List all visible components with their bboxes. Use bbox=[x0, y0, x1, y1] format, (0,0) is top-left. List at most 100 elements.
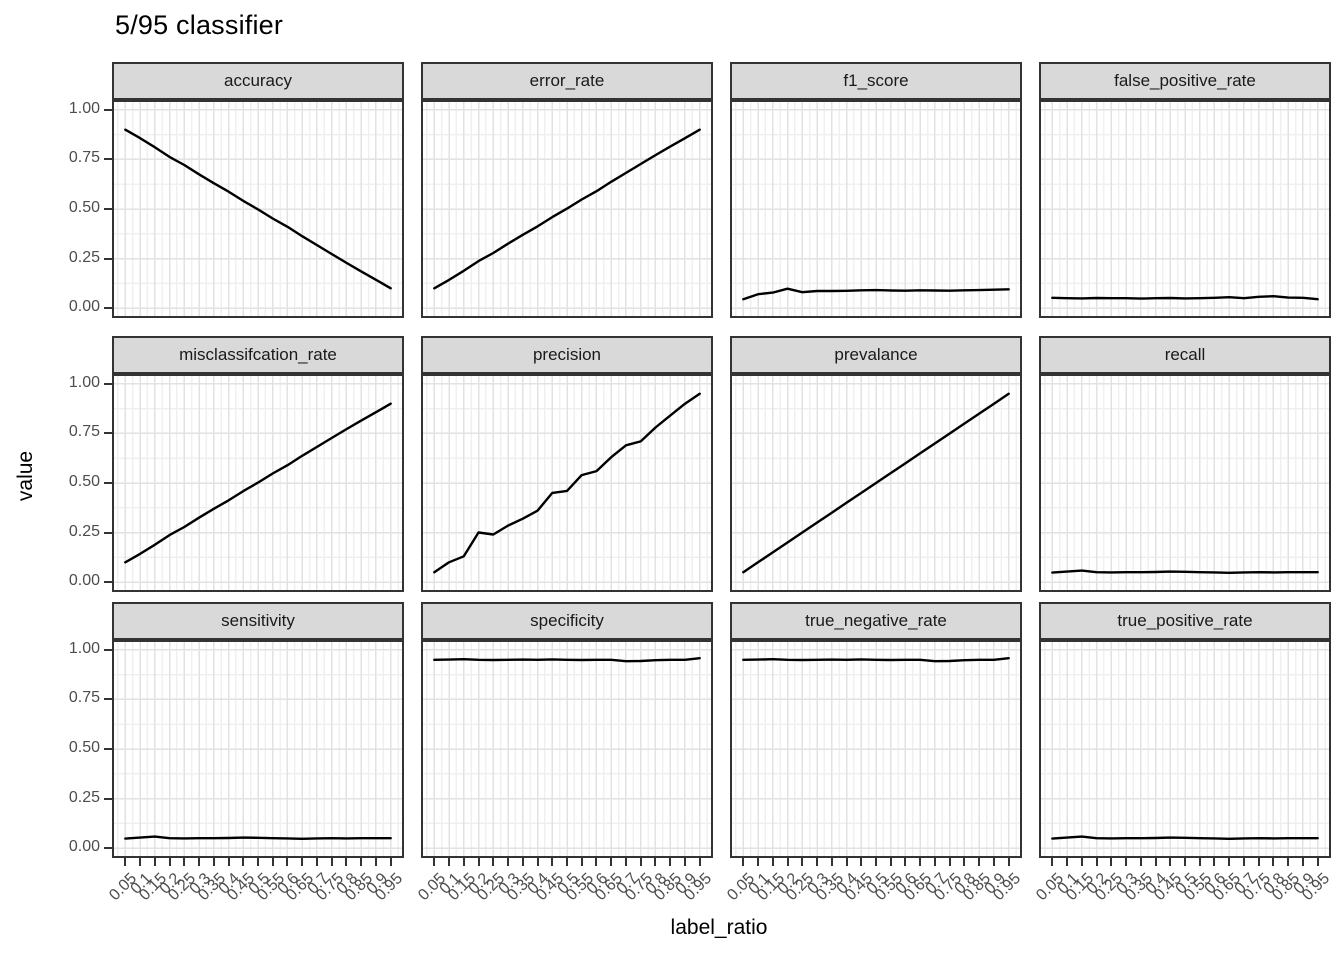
x-tick-mark bbox=[183, 858, 186, 866]
metric-line bbox=[124, 128, 392, 290]
metric-line bbox=[742, 657, 1010, 663]
facet-strip-label: recall bbox=[1164, 345, 1206, 364]
x-tick-mark bbox=[1080, 858, 1083, 866]
y-tick-mark bbox=[104, 748, 112, 750]
x-tick-mark bbox=[330, 858, 333, 866]
y-tick-mark bbox=[104, 432, 112, 435]
x-tick-mark bbox=[374, 858, 377, 866]
x-tick-mark bbox=[198, 858, 200, 866]
chart-title: 5/95 classifier bbox=[115, 10, 284, 40]
x-tick-mark bbox=[889, 858, 892, 866]
y-tick-label: 0.00 bbox=[68, 298, 100, 316]
x-tick-mark bbox=[389, 858, 392, 866]
y-tick-label: 1.00 bbox=[68, 373, 100, 391]
x-tick-mark bbox=[168, 858, 171, 866]
x-tick-mark bbox=[1169, 858, 1172, 866]
facet-panel-plot bbox=[421, 374, 713, 592]
y-tick-mark bbox=[104, 797, 112, 800]
y-tick-label: 0.50 bbox=[68, 739, 100, 756]
facet-true_positive_rate: true_positive_rate bbox=[1039, 602, 1331, 858]
x-tick-mark bbox=[566, 858, 568, 866]
facet-panel-plot bbox=[730, 374, 1022, 592]
y-tick-mark bbox=[104, 581, 112, 584]
x-tick-mark bbox=[1139, 858, 1142, 866]
x-tick-mark bbox=[1184, 858, 1186, 866]
x-tick-mark bbox=[448, 858, 451, 866]
x-tick-mark bbox=[757, 858, 760, 866]
x-tick-mark bbox=[271, 858, 274, 866]
y-tick-label: 0.50 bbox=[68, 199, 100, 216]
facet-strip-label: error_rate bbox=[529, 71, 605, 90]
x-tick-mark bbox=[992, 858, 995, 866]
x-tick-mark bbox=[1242, 858, 1245, 866]
y-tick-label: 0.00 bbox=[68, 838, 100, 856]
x-tick-mark bbox=[933, 858, 936, 866]
facet-panel-plot bbox=[730, 100, 1022, 318]
facet-false_positive_rate: false_positive_rate bbox=[1039, 62, 1331, 318]
facet-strip: f1_score bbox=[730, 62, 1022, 100]
y-tick-label: 0.75 bbox=[68, 423, 100, 441]
facet-accuracy: accuracy bbox=[112, 62, 404, 318]
facet-panel-plot bbox=[1039, 100, 1331, 318]
facet-panel-plot bbox=[1039, 640, 1331, 858]
facet-precision: precision bbox=[421, 336, 713, 592]
metric-line bbox=[1051, 294, 1319, 301]
facet-misclassifcation_rate: misclassifcation_rate bbox=[112, 336, 404, 592]
x-tick-mark bbox=[153, 858, 156, 866]
y-tick-label: 1.00 bbox=[68, 99, 100, 117]
x-tick-mark bbox=[1228, 858, 1231, 866]
metric-line bbox=[1051, 835, 1319, 841]
x-tick-mark bbox=[595, 858, 598, 866]
x-tick-mark bbox=[1257, 858, 1260, 866]
metric-line bbox=[433, 128, 701, 290]
metric-line bbox=[742, 287, 1010, 301]
x-tick-mark bbox=[507, 858, 509, 866]
x-tick-mark bbox=[462, 858, 465, 866]
y-tick-label: 0.50 bbox=[68, 473, 100, 490]
x-tick-mark bbox=[639, 858, 642, 866]
x-tick-mark bbox=[286, 858, 289, 866]
x-tick-mark bbox=[1007, 858, 1010, 866]
facet-strip-label: sensitivity bbox=[221, 611, 295, 630]
x-tick-mark bbox=[1301, 858, 1304, 866]
facet-strip: misclassifcation_rate bbox=[112, 336, 404, 374]
x-tick-mark bbox=[669, 858, 672, 866]
x-tick-mark bbox=[521, 858, 524, 866]
facet-sensitivity: sensitivity bbox=[112, 602, 404, 858]
y-tick-label: 0.25 bbox=[68, 788, 100, 806]
x-tick-mark bbox=[124, 858, 127, 866]
y-tick-mark bbox=[104, 847, 112, 850]
y-tick-mark bbox=[104, 382, 112, 385]
x-tick-mark bbox=[610, 858, 613, 866]
facet-strip-label: specificity bbox=[530, 611, 604, 630]
facet-strip-label: misclassifcation_rate bbox=[179, 345, 337, 364]
metric-line bbox=[1051, 569, 1319, 575]
x-tick-mark bbox=[580, 858, 583, 866]
x-tick-mark bbox=[948, 858, 951, 866]
y-tick-label: 1.00 bbox=[68, 639, 100, 657]
facet-strip: error_rate bbox=[421, 62, 713, 100]
facet-strip-label: true_negative_rate bbox=[805, 611, 947, 630]
x-tick-mark bbox=[1095, 858, 1098, 866]
x-tick-mark bbox=[1051, 858, 1054, 866]
x-tick-mark bbox=[1125, 858, 1127, 866]
facet-f1_score: f1_score bbox=[730, 62, 1022, 318]
x-tick-mark bbox=[1198, 858, 1201, 866]
facet-panel-plot bbox=[112, 374, 404, 592]
x-tick-mark bbox=[315, 858, 318, 866]
y-tick-mark bbox=[104, 698, 112, 701]
x-tick-mark bbox=[1213, 858, 1216, 866]
metric-line bbox=[433, 392, 701, 574]
facet-strip-label: f1_score bbox=[843, 71, 909, 90]
metric-line bbox=[124, 835, 392, 841]
metric-line bbox=[742, 392, 1010, 574]
x-tick-mark bbox=[360, 858, 363, 866]
facet-panel-plot bbox=[421, 640, 713, 858]
facet-panel-plot bbox=[112, 640, 404, 858]
facet-strip: precision bbox=[421, 336, 713, 374]
facet-strip: false_positive_rate bbox=[1039, 62, 1331, 100]
facet-strip: true_positive_rate bbox=[1039, 602, 1331, 640]
x-tick-mark bbox=[698, 858, 701, 866]
y-tick-label: 0.00 bbox=[68, 572, 100, 590]
